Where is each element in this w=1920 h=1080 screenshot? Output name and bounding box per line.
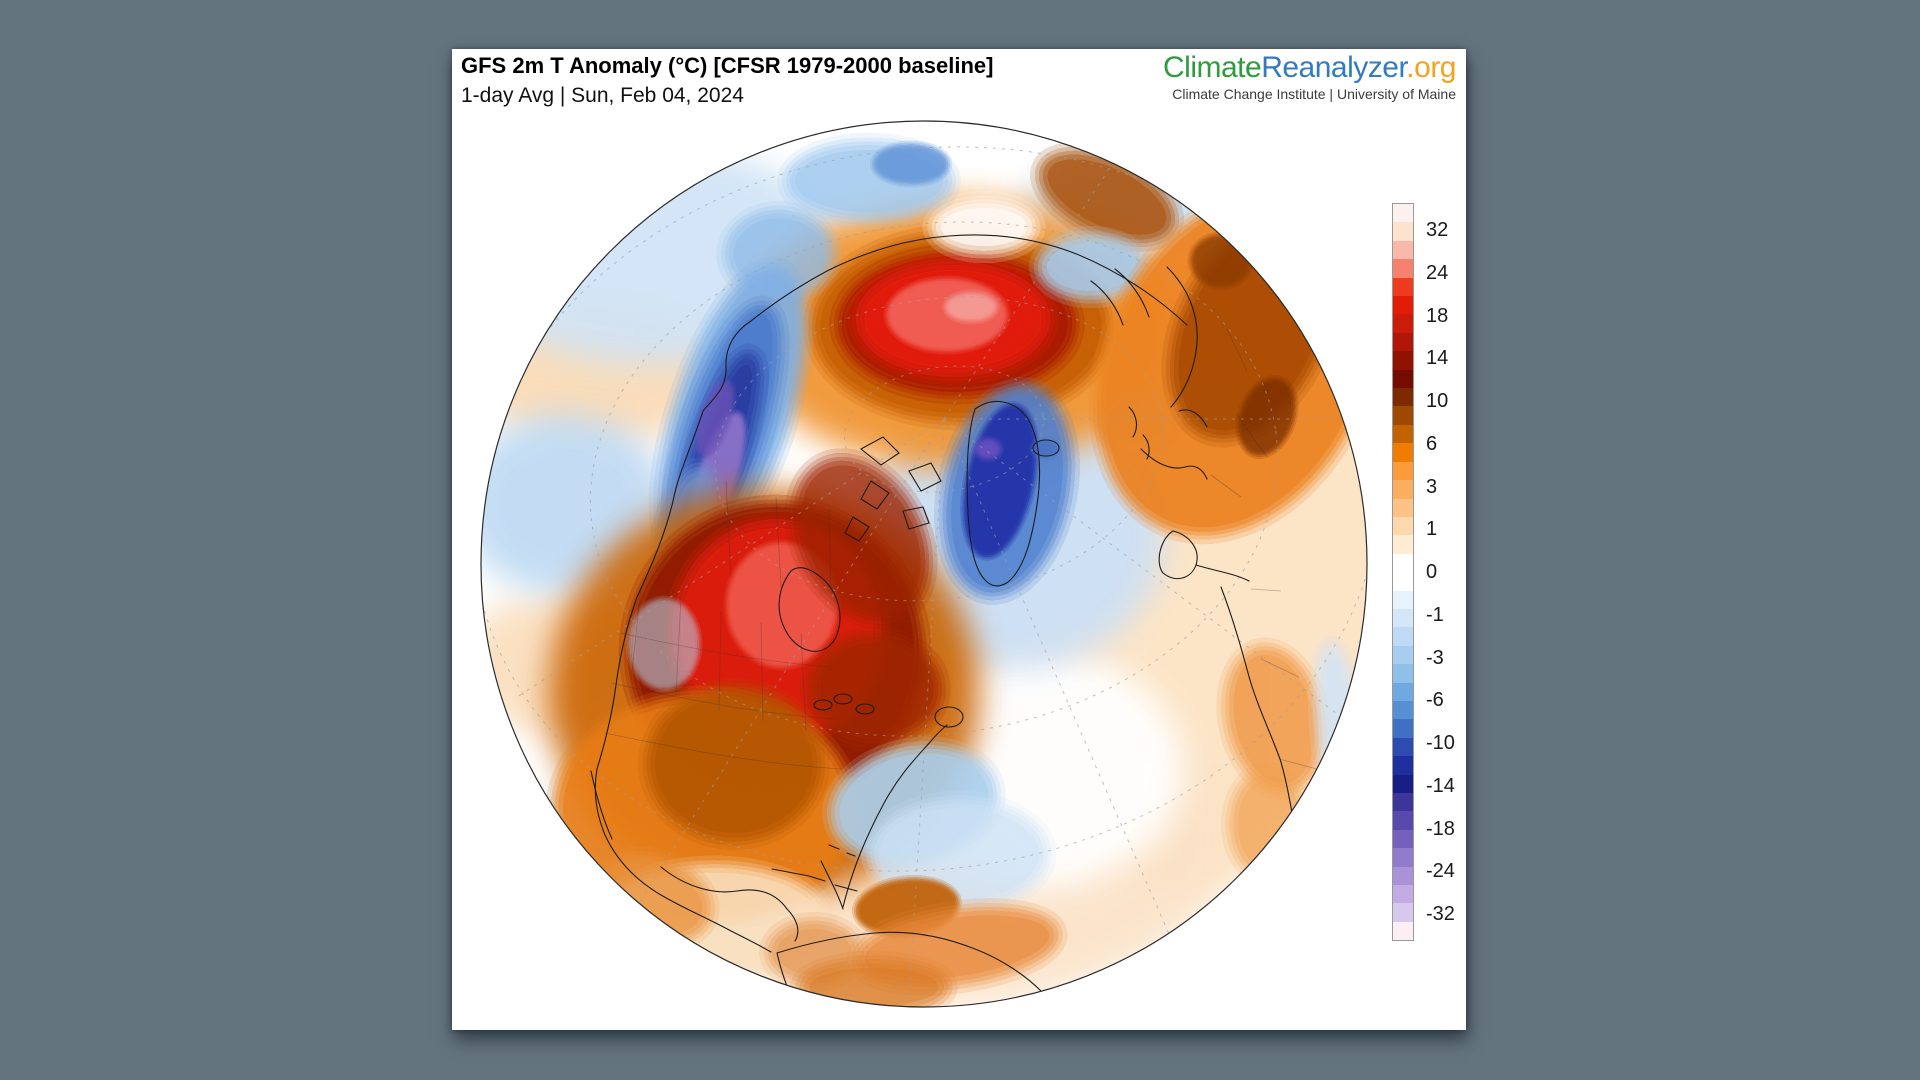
colorbar-segment — [1393, 848, 1413, 867]
colorbar-label: 32 — [1426, 219, 1449, 241]
colorbar-segment — [1393, 240, 1413, 260]
colorbar-label: -32 — [1426, 903, 1455, 925]
colorbar-segment — [1393, 498, 1413, 517]
anomaly-polar-blue-dark — [873, 144, 949, 184]
anomaly-canada-hotspot-core — [727, 543, 837, 667]
colorbar-segment — [1393, 811, 1413, 830]
anomaly-arctic-white-gap — [929, 199, 1039, 255]
colorbar-label: -18 — [1426, 817, 1455, 840]
colorbar-segment — [1393, 829, 1413, 849]
colorbar-segment — [1393, 388, 1413, 407]
colorbar-segment — [1393, 645, 1413, 665]
colorbar-label: -14 — [1426, 774, 1455, 797]
colorbar-segment — [1393, 204, 1413, 223]
anomaly-us-dark-orange — [646, 686, 822, 842]
state-borders — [604, 328, 1318, 770]
title-block: GFS 2m T Anomaly (°C) [CFSR 1979-2000 ba… — [461, 51, 993, 110]
colorbar-label: -6 — [1426, 689, 1444, 712]
brand-block: ClimateReanalyzer.org Climate Change Ins… — [1163, 52, 1456, 103]
colorbar-label: -3 — [1426, 646, 1444, 669]
colorbar-segment — [1393, 277, 1413, 297]
colorbar-segment — [1393, 774, 1413, 793]
colorbar-label: 1 — [1426, 518, 1438, 541]
colorbar-segment — [1393, 553, 1413, 573]
colorbar-label: 0 — [1426, 561, 1438, 583]
globe-map — [479, 119, 1369, 1009]
anomaly-uk-orange-patch — [1099, 389, 1175, 453]
institute-tagline: Climate Change Institute | University of… — [1172, 86, 1456, 102]
colorbar-segment — [1393, 700, 1413, 720]
anomaly-europe-maroon-spot — [1238, 378, 1296, 456]
logo-climate: Climate — [1163, 51, 1262, 84]
colorbar-segment — [1393, 314, 1413, 333]
anomaly-greenland-purple-spot — [975, 439, 1001, 459]
colorbar-segment — [1393, 480, 1413, 499]
colorbar-segment — [1393, 516, 1413, 536]
colorbar-segment — [1393, 664, 1413, 683]
colorbar-segment — [1393, 572, 1413, 591]
colorbar-label: -1 — [1426, 603, 1444, 626]
colorbar-label: 24 — [1426, 261, 1449, 284]
anomaly-blobs — [481, 141, 1367, 1007]
colorbar-segment — [1393, 737, 1413, 757]
colorbar-segment — [1393, 682, 1413, 701]
colorbar-segment — [1393, 535, 1413, 554]
colorbar-segment — [1393, 590, 1413, 609]
colorbar-segment — [1393, 627, 1413, 646]
colorbar-segment — [1393, 461, 1413, 481]
colorbar-label: 6 — [1426, 432, 1438, 455]
colorbar — [1392, 203, 1414, 941]
globe-svg — [480, 120, 1368, 1008]
page-title: GFS 2m T Anomaly (°C) [CFSR 1979-2000 ba… — [461, 53, 994, 78]
colorbar-segment — [1393, 351, 1413, 370]
graticule-grid — [481, 146, 1367, 1004]
colorbar-label: 10 — [1426, 390, 1449, 412]
anomaly-alaska-purple-north — [696, 380, 734, 458]
colorbar-segment — [1393, 443, 1413, 462]
coastlines — [590, 234, 1321, 1007]
colorbar-segment — [1393, 885, 1413, 904]
colorbar-segment — [1393, 296, 1413, 315]
colorbar-segment — [1393, 424, 1413, 444]
colorbar-label: -24 — [1426, 860, 1455, 883]
colorbar-labels: 32 24 18 14 10 6 3 1 0 -1 -3 -6 -10 -14 -18 -24 -32 — [1426, 204, 1496, 940]
colorbar-segment — [1393, 903, 1413, 922]
colorbar-segment — [1393, 332, 1413, 352]
colorbar-label: -10 — [1426, 732, 1455, 754]
colorbar-segment — [1393, 756, 1413, 775]
colorbar-segment — [1393, 793, 1413, 812]
logo-reanalyzer: Reanalyzer — [1261, 51, 1407, 84]
colorbar-label: 3 — [1426, 475, 1438, 498]
anomaly-africa-orange-patch-2 — [1229, 769, 1305, 879]
colorbar-segment — [1393, 921, 1413, 941]
colorbar-segment — [1393, 259, 1413, 278]
colorbar-label: 18 — [1426, 304, 1449, 327]
colorbar-segment — [1393, 369, 1413, 389]
anomaly-siberia-pink-center — [945, 293, 997, 321]
globe-outline — [480, 120, 1368, 1008]
anomaly-norway-maroon-spot — [1191, 235, 1251, 287]
colorbar-segment — [1393, 608, 1413, 628]
anomaly-labrador-maroon — [807, 634, 943, 744]
colorbar-segment — [1393, 866, 1413, 886]
site-logo: ClimateReanalyzer.org — [1163, 52, 1456, 84]
colorbar-segment — [1393, 222, 1413, 241]
date-subtitle: 1-day Avg | Sun, Feb 04, 2024 — [461, 84, 744, 107]
logo-org: .org — [1406, 51, 1456, 84]
colorbar-segment — [1393, 406, 1413, 425]
anomaly-barents-blue-patch — [1036, 234, 1146, 300]
anomaly-plains-cool-speck — [629, 599, 699, 689]
colorbar-label: 14 — [1426, 347, 1449, 370]
anomaly-africa-orange-patch-1 — [1224, 644, 1324, 794]
colorbar-segment — [1393, 719, 1413, 738]
map-panel: GFS 2m T Anomaly (°C) [CFSR 1979-2000 ba… — [452, 49, 1466, 1030]
